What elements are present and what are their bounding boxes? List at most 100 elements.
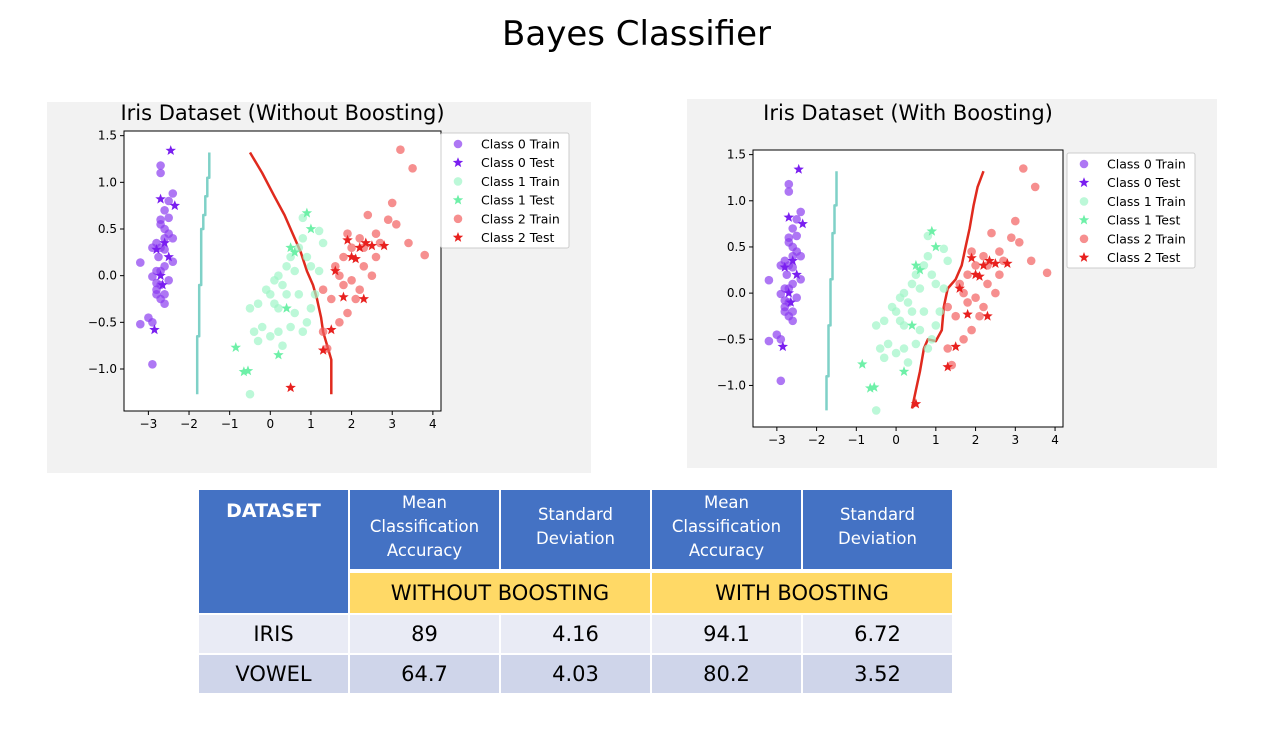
x-tick-label: −1 — [847, 433, 865, 447]
data-point — [991, 288, 1000, 298]
data-point — [923, 344, 933, 353]
data-point — [164, 276, 173, 285]
data-point-star — [151, 244, 162, 254]
data-point — [1019, 164, 1028, 173]
data-point — [1030, 182, 1040, 192]
x-tick-label: 0 — [892, 433, 900, 447]
data-point — [156, 161, 165, 170]
data-point — [152, 238, 161, 248]
chart-title: Iris Dataset (Without Boosting) — [120, 102, 444, 125]
data-point-star — [906, 319, 918, 330]
y-tick-label: 0.5 — [727, 240, 746, 254]
data-point — [975, 311, 984, 321]
data-point — [891, 307, 901, 316]
data-point — [1042, 268, 1052, 278]
data-point-star — [165, 145, 176, 155]
data-point-star — [914, 264, 926, 275]
data-point — [355, 285, 365, 294]
header-std-dev-without: Standard Deviation — [499, 488, 652, 572]
data-point — [903, 358, 913, 367]
data-point — [314, 266, 324, 276]
data-point — [347, 276, 356, 285]
data-point — [967, 247, 976, 256]
series-class-2-train — [318, 145, 430, 353]
data-point — [278, 341, 287, 350]
legend-label: Class 2 Train — [1107, 231, 1186, 246]
data-point — [927, 335, 937, 344]
legend-marker — [452, 232, 464, 242]
series-class-1-train — [871, 231, 952, 415]
data-point — [404, 238, 413, 248]
results-table: DATASET Mean Classification Accuracy Sta… — [197, 488, 954, 695]
data-point — [154, 252, 163, 262]
data-point — [943, 344, 952, 353]
data-point-star — [970, 269, 981, 280]
data-point-star — [942, 361, 953, 372]
data-point — [879, 353, 889, 363]
data-point — [792, 293, 801, 302]
legend-marker — [1078, 252, 1090, 262]
data-point-star — [326, 324, 337, 335]
data-point — [294, 243, 304, 252]
row-dataset-name: IRIS — [197, 613, 350, 655]
data-point-star — [791, 269, 802, 280]
data-point-star — [990, 258, 1001, 268]
legend-marker — [453, 214, 463, 224]
data-point — [1011, 216, 1020, 226]
legend-label: Class 1 Train — [1107, 194, 1186, 209]
data-point — [339, 280, 348, 290]
cell-mean-accuracy-with: 80.2 — [650, 653, 803, 695]
data-point-star — [155, 270, 166, 281]
legend-label: Class 1 Test — [1107, 213, 1180, 228]
data-point — [764, 275, 774, 285]
data-point — [245, 389, 255, 399]
decision-boundary-line — [910, 170, 985, 409]
data-point-star — [1002, 258, 1013, 268]
data-point-star — [954, 283, 965, 293]
data-point — [907, 279, 917, 289]
data-point-star — [950, 341, 961, 352]
legend-marker — [452, 194, 464, 205]
header-mean-accuracy-without: Mean Classification Accuracy — [348, 488, 501, 572]
data-point — [343, 229, 352, 238]
data-point-star — [305, 223, 317, 234]
data-point-star — [242, 365, 254, 376]
data-point-star — [238, 366, 250, 377]
data-point — [963, 270, 972, 279]
data-point-star — [360, 237, 371, 248]
data-point — [923, 251, 933, 261]
slide-title: Bayes Classifier — [502, 14, 771, 54]
chart-legend: Class 0 Train Class 0 Test Class 1 Train Cl… — [440, 132, 570, 249]
legend-label: Class 1 Test — [481, 193, 554, 208]
x-tick-label: −3 — [768, 433, 786, 447]
data-point — [951, 311, 960, 321]
data-point-star — [301, 207, 313, 218]
data-point-star — [797, 218, 808, 229]
data-point — [160, 206, 169, 215]
data-point — [939, 244, 949, 254]
legend-marker — [1079, 234, 1089, 244]
data-point — [995, 247, 1004, 256]
cell-std-dev-with: 3.52 — [801, 653, 954, 695]
data-point-star — [281, 302, 292, 313]
data-point-star — [338, 291, 349, 302]
series-class-2-test — [910, 252, 1013, 409]
data-point — [257, 322, 267, 332]
data-point-star — [777, 341, 788, 352]
data-point — [780, 256, 790, 266]
y-tick-label: 1.0 — [98, 175, 117, 189]
x-tick-label: 0 — [266, 417, 274, 431]
data-point — [935, 307, 945, 316]
data-point — [152, 285, 161, 294]
data-point — [286, 322, 295, 332]
data-point — [253, 299, 263, 308]
data-point — [270, 276, 279, 285]
data-point — [367, 271, 377, 280]
cell-std-dev-with: 6.72 — [801, 613, 954, 655]
data-point — [987, 228, 996, 238]
data-point-star — [974, 271, 985, 281]
plot-area — [124, 131, 441, 411]
data-point-star — [163, 251, 174, 262]
data-point — [318, 285, 328, 294]
data-point — [903, 298, 913, 307]
